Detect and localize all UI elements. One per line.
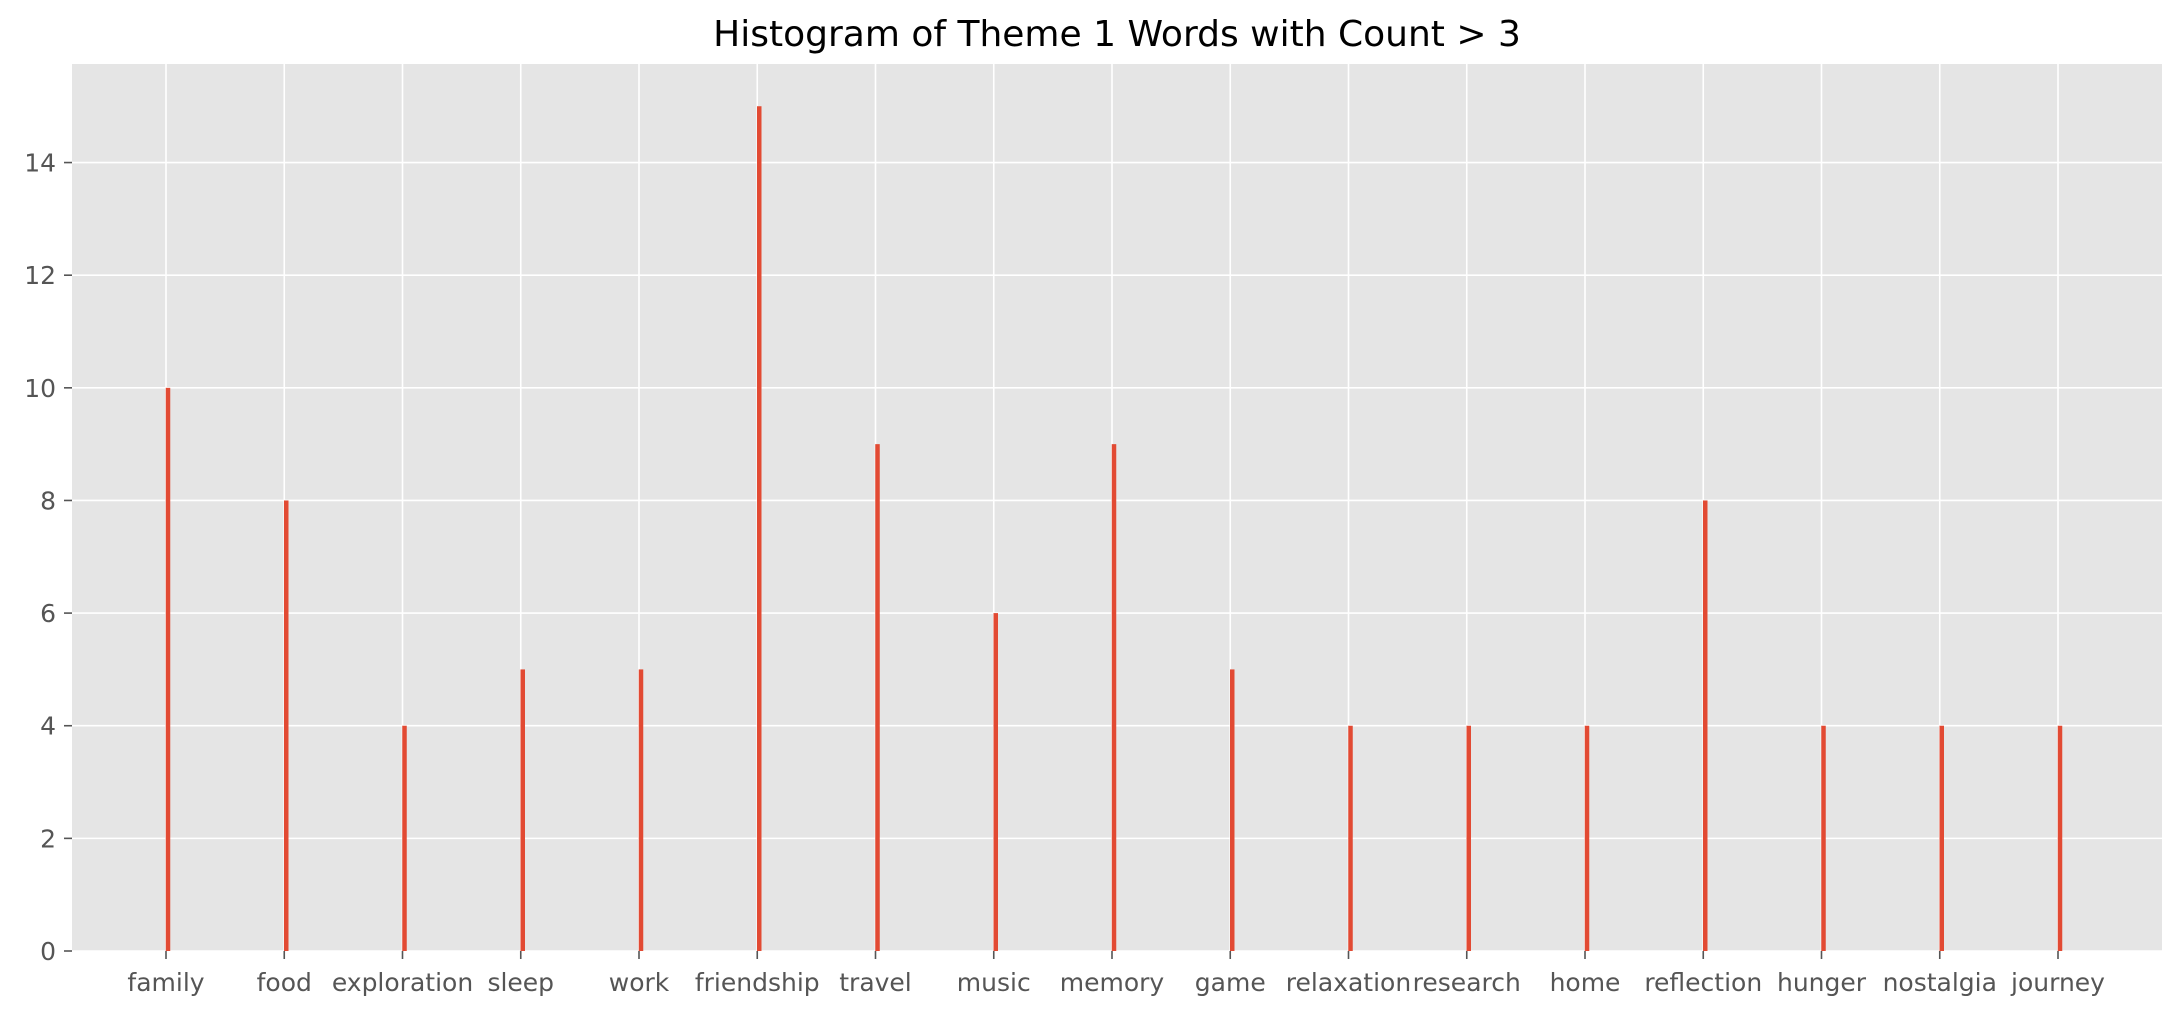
x-tick-label-game: game	[1195, 968, 1266, 997]
y-axis: 0 2 4 6 8 10 12 14	[24, 149, 72, 966]
x-tick-label-food: food	[257, 968, 312, 997]
x-tick-label-relaxation: relaxation	[1286, 968, 1411, 997]
y-tick-label: 10	[24, 374, 56, 403]
x-tick-label-music: music	[957, 968, 1031, 997]
bar-exploration	[402, 725, 407, 951]
y-tick-label: 14	[24, 149, 56, 178]
bar-nostalgia	[1939, 725, 1944, 951]
x-tick-label-memory: memory	[1060, 968, 1165, 997]
y-tick-label: 4	[40, 712, 56, 741]
x-tick-label-hunger: hunger	[1777, 968, 1867, 997]
x-tick-label-home: home	[1550, 968, 1621, 997]
bar-friendship	[757, 106, 762, 951]
bar-music	[993, 613, 998, 951]
x-tick-label-sleep: sleep	[487, 968, 554, 997]
y-tick-label: 6	[40, 599, 56, 628]
y-tick-label: 8	[40, 486, 56, 515]
y-tick-label: 2	[40, 824, 56, 853]
x-tick-label-exploration: exploration	[332, 968, 473, 997]
chart-title: Histogram of Theme 1 Words with Count > …	[713, 14, 1521, 55]
x-tick-label-travel: travel	[839, 968, 912, 997]
x-tick-label-friendship: friendship	[695, 968, 820, 997]
y-tick-label: 0	[40, 937, 56, 966]
bar-journey	[2057, 725, 2063, 951]
bar-memory	[1111, 444, 1117, 951]
bar-sleep	[520, 669, 525, 951]
bar-hunger	[1821, 725, 1826, 951]
bar-family	[165, 387, 171, 951]
x-tick-label-research: research	[1413, 968, 1521, 997]
x-tick-label-nostalgia: nostalgia	[1883, 968, 1997, 997]
bar-work	[638, 669, 644, 951]
x-tick-label-reflection: reflection	[1644, 968, 1762, 997]
bar-relaxation	[1348, 725, 1353, 951]
plot-area	[72, 64, 2162, 951]
bar-research	[1466, 725, 1471, 951]
bars	[165, 106, 2063, 951]
x-tick-label-journey: journey	[2010, 968, 2105, 997]
bar-home	[1584, 725, 1590, 951]
x-tick-label-family: family	[127, 968, 204, 997]
bar-reflection	[1703, 500, 1708, 951]
bar-travel	[875, 444, 880, 951]
bar-food	[284, 500, 289, 951]
x-axis: family food exploration sleep work friendship…	[127, 951, 2105, 997]
y-tick-label: 12	[24, 261, 56, 290]
bar-game	[1230, 669, 1235, 951]
x-tick-label-work: work	[609, 968, 670, 997]
